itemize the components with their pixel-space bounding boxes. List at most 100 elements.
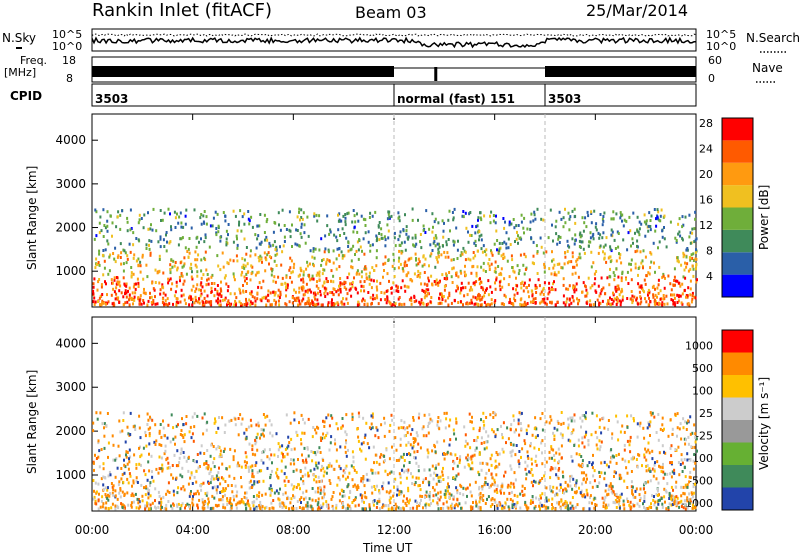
data-cell bbox=[154, 487, 157, 491]
cpid-segment-0: 3503 bbox=[95, 92, 128, 106]
data-cell bbox=[311, 435, 314, 439]
data-cell bbox=[360, 289, 362, 293]
data-cell bbox=[680, 458, 683, 462]
data-cell bbox=[217, 426, 220, 430]
data-cell bbox=[122, 295, 125, 299]
data-cell bbox=[413, 450, 416, 454]
data-cell bbox=[511, 503, 514, 507]
data-cell bbox=[135, 259, 138, 263]
data-cell bbox=[339, 445, 342, 449]
data-cell bbox=[307, 288, 310, 292]
data-cell bbox=[471, 301, 473, 305]
data-cell bbox=[515, 224, 518, 228]
data-cell bbox=[636, 249, 639, 253]
data-cell bbox=[137, 264, 140, 268]
data-cell bbox=[398, 219, 401, 223]
data-cell bbox=[679, 294, 682, 298]
data-cell bbox=[159, 423, 162, 426]
data-cell bbox=[249, 465, 252, 469]
data-cell bbox=[558, 467, 561, 470]
data-cell bbox=[215, 227, 218, 230]
data-cell bbox=[397, 211, 400, 215]
data-cell bbox=[611, 454, 614, 458]
data-cell bbox=[317, 486, 319, 490]
data-cell bbox=[122, 248, 125, 252]
data-cell bbox=[429, 300, 432, 304]
data-cell bbox=[257, 494, 260, 498]
data-cell bbox=[545, 250, 548, 254]
data-cell bbox=[168, 241, 171, 245]
data-cell bbox=[324, 247, 327, 251]
data-cell bbox=[523, 303, 526, 307]
data-cell bbox=[510, 222, 513, 226]
data-cell bbox=[189, 266, 192, 270]
data-cell bbox=[496, 506, 499, 510]
data-cell bbox=[615, 303, 618, 306]
data-cell bbox=[694, 210, 697, 214]
data-cell bbox=[231, 503, 233, 507]
data-cell bbox=[189, 476, 192, 480]
data-cell bbox=[259, 507, 262, 511]
data-cell bbox=[183, 262, 186, 266]
data-cell bbox=[262, 450, 265, 454]
data-cell bbox=[139, 455, 142, 459]
data-cell bbox=[139, 260, 142, 264]
data-cell bbox=[201, 500, 204, 504]
data-cell bbox=[346, 292, 349, 296]
data-cell bbox=[323, 286, 326, 290]
data-cell bbox=[258, 504, 261, 508]
data-cell bbox=[412, 444, 415, 448]
data-cell bbox=[330, 279, 332, 283]
data-cell bbox=[670, 288, 673, 292]
data-cell bbox=[687, 498, 690, 502]
data-cell bbox=[436, 260, 439, 264]
data-cell bbox=[655, 506, 658, 510]
data-cell bbox=[661, 229, 664, 233]
data-cell bbox=[682, 417, 685, 421]
data-cell bbox=[510, 490, 513, 494]
data-cell bbox=[403, 420, 406, 424]
data-cell bbox=[593, 209, 596, 213]
data-cell bbox=[302, 273, 305, 277]
data-cell bbox=[446, 251, 449, 255]
data-cell bbox=[551, 223, 553, 227]
data-cell bbox=[188, 505, 191, 509]
data-cell bbox=[593, 506, 596, 510]
data-cell bbox=[674, 448, 677, 451]
data-cell bbox=[569, 506, 572, 510]
data-cell bbox=[199, 451, 202, 455]
data-cell bbox=[424, 503, 427, 507]
data-cell bbox=[380, 291, 383, 294]
data-cell bbox=[619, 495, 622, 499]
data-cell bbox=[95, 210, 98, 214]
data-cell bbox=[264, 296, 267, 300]
data-cell bbox=[534, 435, 537, 439]
data-cell bbox=[159, 235, 162, 239]
data-cell bbox=[126, 462, 129, 466]
data-cell bbox=[549, 476, 552, 480]
data-cell bbox=[447, 218, 450, 222]
data-cell bbox=[523, 252, 526, 256]
data-cell bbox=[453, 207, 456, 211]
data-cell bbox=[278, 445, 281, 449]
data-cell bbox=[253, 296, 256, 300]
data-cell bbox=[689, 258, 692, 262]
data-cell bbox=[174, 290, 177, 294]
data-cell bbox=[251, 464, 254, 468]
data-cell bbox=[463, 425, 466, 429]
data-cell bbox=[173, 264, 176, 268]
data-cell bbox=[441, 295, 443, 298]
data-cell bbox=[340, 250, 343, 254]
data-cell bbox=[423, 296, 426, 300]
data-cell bbox=[491, 476, 494, 480]
data-cell bbox=[461, 252, 464, 256]
data-cell bbox=[599, 233, 602, 237]
data-cell bbox=[147, 502, 150, 506]
data-cell bbox=[556, 300, 559, 304]
data-cell bbox=[495, 473, 498, 477]
data-cell bbox=[152, 299, 155, 302]
data-cell bbox=[644, 234, 647, 238]
data-cell bbox=[507, 237, 510, 241]
data-cell bbox=[405, 443, 408, 447]
colorbar-tick: 8 bbox=[706, 245, 713, 258]
